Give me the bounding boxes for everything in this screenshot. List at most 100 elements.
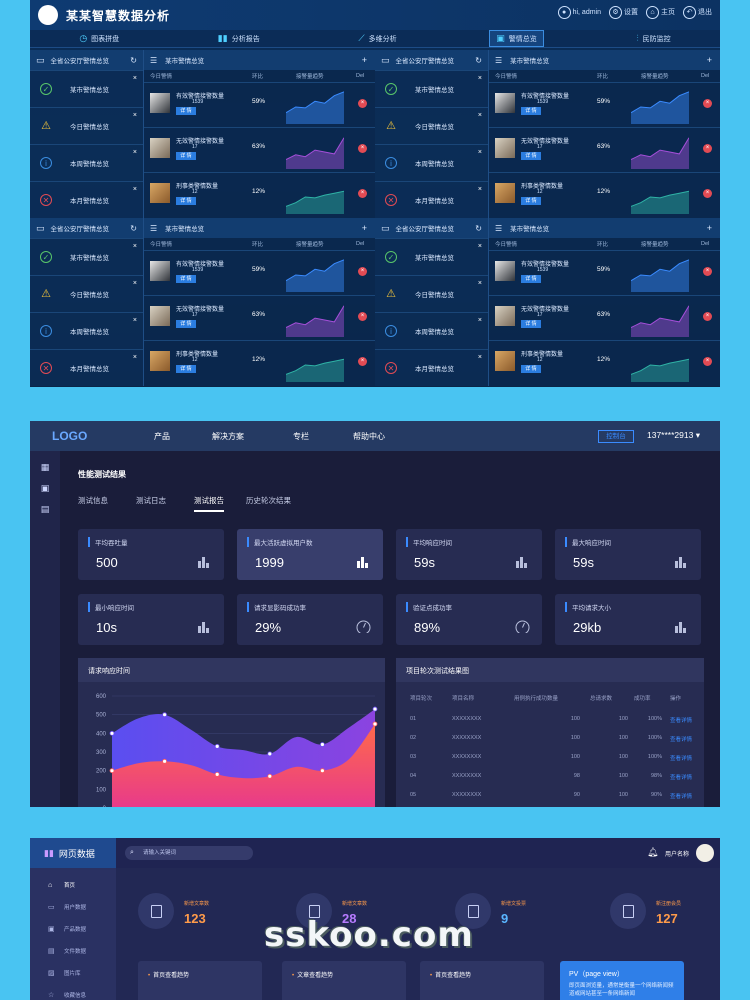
region-row[interactable]: ✕ 本月警情总览 × <box>375 181 488 218</box>
metric-card[interactable]: 最大活跃虚拟用户数 1999 <box>237 529 383 580</box>
details-button[interactable]: 详 情 <box>521 275 541 283</box>
region-row[interactable]: ✓ 某市警情总览 × <box>30 70 143 107</box>
sidebar-item-6[interactable]: ☆ 收藏信息 <box>30 984 116 1000</box>
region-row[interactable]: i 本周警情总览 × <box>30 312 143 349</box>
delete-icon[interactable]: × <box>703 357 712 366</box>
window-icon[interactable]: ▣ <box>40 483 50 493</box>
refresh-icon[interactable]: ↻ <box>130 223 137 233</box>
details-button[interactable]: 详 情 <box>176 107 196 115</box>
close-icon[interactable]: × <box>132 149 137 156</box>
metric-card[interactable]: 最大响应时间 59s <box>555 529 701 580</box>
region-row[interactable]: ⚠ 今日警情总览 × <box>30 275 143 312</box>
sidebar-item-5[interactable]: ▨ 图片库 <box>30 962 116 984</box>
metric-card[interactable]: 平均响应时间 59s <box>396 529 542 580</box>
close-icon[interactable]: × <box>132 75 137 82</box>
logo[interactable]: LOGO <box>52 429 88 443</box>
delete-icon[interactable]: × <box>703 267 712 276</box>
region-row[interactable]: i 本周警情总览 × <box>375 312 488 349</box>
user-name[interactable]: 用户名称 <box>665 852 690 858</box>
tab-4[interactable]: 历史轮次结果 <box>246 496 291 505</box>
nav-item-1[interactable]: ◷ 图表拼盘 <box>73 31 125 46</box>
delete-icon[interactable]: × <box>358 357 367 366</box>
delete-icon[interactable]: × <box>358 189 367 198</box>
refresh-icon[interactable]: ↻ <box>130 55 137 65</box>
nav-item-4[interactable]: ▣ 警情总览 <box>489 30 544 47</box>
sidebar-item-4[interactable]: ▤ 文件数据 <box>30 940 116 962</box>
settings-link[interactable]: ⚙ 设置 <box>609 6 638 19</box>
delete-icon[interactable]: × <box>358 312 367 321</box>
metric-card[interactable]: 验证点成功率 89% <box>396 594 542 645</box>
view-details-link[interactable]: 查看详情 <box>670 737 693 743</box>
plus-icon[interactable]: + <box>361 55 367 65</box>
metric-card[interactable]: 平均请求大小 29kb <box>555 594 701 645</box>
delete-icon[interactable]: × <box>703 189 712 198</box>
grid-icon[interactable]: ▦ <box>40 462 50 472</box>
region-row[interactable]: ⚠ 今日警情总览 × <box>375 275 488 312</box>
metric-card[interactable]: 平均吞吐量 500 <box>78 529 224 580</box>
close-icon[interactable]: × <box>132 243 137 250</box>
details-button[interactable]: 详 情 <box>176 197 196 205</box>
metric-card[interactable]: 请求显影码成功率 29% <box>237 594 383 645</box>
delete-icon[interactable]: × <box>358 99 367 108</box>
logout-link[interactable]: ↶ 退出 <box>683 6 712 19</box>
region-row[interactable]: ✓ 某市警情总览 × <box>375 70 488 107</box>
close-icon[interactable]: × <box>477 280 482 287</box>
details-button[interactable]: 详 情 <box>176 320 196 328</box>
delete-icon[interactable]: × <box>703 99 712 108</box>
bell-icon[interactable]: 🔔︎ <box>647 847 659 857</box>
delete-icon[interactable]: × <box>703 144 712 153</box>
sidebar-item-1[interactable]: ⌂ 首页 <box>30 874 116 896</box>
region-row[interactable]: ✕ 本月警情总览 × <box>30 349 143 386</box>
nav-item-5[interactable]: ⫶ 民防监控 <box>630 31 676 46</box>
plus-icon[interactable]: + <box>706 55 712 65</box>
menu-item-help[interactable]: 帮助中心 <box>353 431 385 441</box>
close-icon[interactable]: × <box>477 317 482 324</box>
region-row[interactable]: ✕ 本月警情总览 × <box>375 349 488 386</box>
details-button[interactable]: 详 情 <box>521 365 541 373</box>
close-icon[interactable]: × <box>132 112 137 119</box>
view-details-link[interactable]: 查看详情 <box>670 794 693 800</box>
close-icon[interactable]: × <box>132 186 137 193</box>
tab-1[interactable]: 测试信息 <box>78 496 108 505</box>
region-row[interactable]: ⚠ 今日警情总览 × <box>30 107 143 144</box>
metric-card[interactable]: 最小响应时间 10s <box>78 594 224 645</box>
details-button[interactable]: 详 情 <box>176 152 196 160</box>
close-icon[interactable]: × <box>477 243 482 250</box>
close-icon[interactable]: × <box>477 186 482 193</box>
tab-2[interactable]: 测试日志 <box>136 496 166 505</box>
close-icon[interactable]: × <box>132 354 137 361</box>
avatar[interactable] <box>696 844 714 862</box>
menu-item-solutions[interactable]: 解决方案 <box>212 431 244 441</box>
sidebar-item-3[interactable]: ▣ 产品数据 <box>30 918 116 940</box>
user-menu[interactable]: ● hi, admin <box>557 6 601 19</box>
details-button[interactable]: 详 情 <box>521 152 541 160</box>
account-menu[interactable]: 137****2913 ▾ <box>647 430 700 441</box>
details-button[interactable]: 详 情 <box>521 107 541 115</box>
refresh-icon[interactable]: ↻ <box>475 223 482 233</box>
view-details-link[interactable]: 查看详情 <box>670 718 693 724</box>
close-icon[interactable]: × <box>132 280 137 287</box>
search-input[interactable]: ⌕ 请输入关键词 <box>125 846 253 860</box>
tab-3[interactable]: 测试报告 <box>194 495 224 512</box>
home-link[interactable]: ⌂ 主页 <box>646 6 675 19</box>
details-button[interactable]: 详 情 <box>521 320 541 328</box>
close-icon[interactable]: × <box>132 317 137 324</box>
nav-item-3[interactable]: ⟋ 多维分析 <box>352 31 402 46</box>
region-row[interactable]: ✓ 某市警情总览 × <box>30 238 143 275</box>
close-icon[interactable]: × <box>477 75 482 82</box>
close-icon[interactable]: × <box>477 354 482 361</box>
plus-icon[interactable]: + <box>361 223 367 233</box>
region-row[interactable]: ✓ 某市警情总览 × <box>375 238 488 275</box>
close-icon[interactable]: × <box>477 112 482 119</box>
delete-icon[interactable]: × <box>358 144 367 153</box>
refresh-icon[interactable]: ↻ <box>475 55 482 65</box>
details-button[interactable]: 详 情 <box>521 197 541 205</box>
region-row[interactable]: i 本周警情总览 × <box>375 144 488 181</box>
menu-item-column[interactable]: 专栏 <box>293 431 309 441</box>
region-row[interactable]: ✕ 本月警情总览 × <box>30 181 143 218</box>
delete-icon[interactable]: × <box>703 312 712 321</box>
monitor-icon[interactable]: ▤ <box>40 504 50 514</box>
region-row[interactable]: ⚠ 今日警情总览 × <box>375 107 488 144</box>
menu-item-product[interactable]: 产品 <box>154 431 170 441</box>
view-details-link[interactable]: 查看详情 <box>670 756 693 762</box>
